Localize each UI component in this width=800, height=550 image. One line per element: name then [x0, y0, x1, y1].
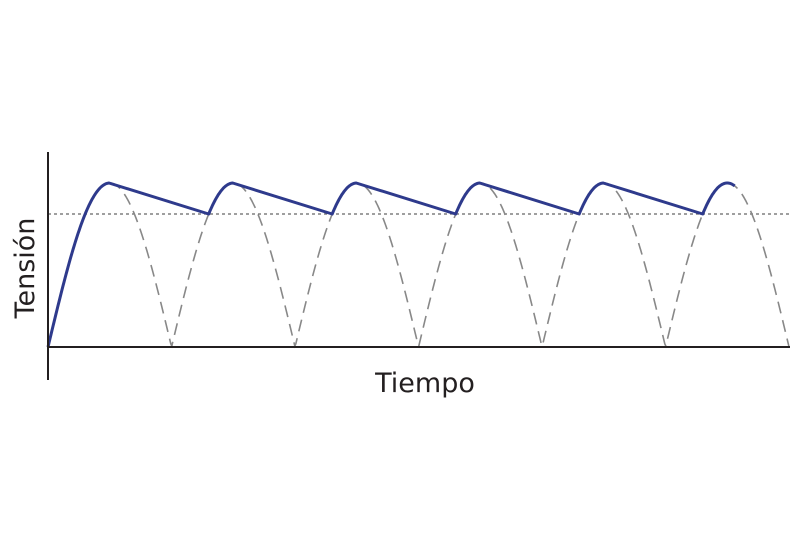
y-axis-label: Tensión	[10, 218, 41, 320]
waves	[46, 181, 790, 349]
x-axis-label: Tiempo	[374, 368, 475, 399]
output-wave	[46, 181, 736, 348]
